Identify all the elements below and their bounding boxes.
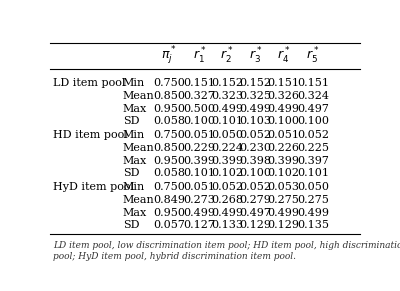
Text: 0.273: 0.273 [184, 195, 215, 205]
Text: 0.051: 0.051 [268, 130, 300, 140]
Text: 0.226: 0.226 [268, 143, 300, 153]
Text: 0.499: 0.499 [297, 207, 329, 218]
Text: 0.100: 0.100 [297, 116, 329, 126]
Text: 0.052: 0.052 [240, 182, 272, 192]
Text: $r_4^*$: $r_4^*$ [276, 46, 290, 66]
Text: 0.224: 0.224 [211, 143, 243, 153]
Text: 0.129: 0.129 [268, 220, 300, 230]
Text: 0.135: 0.135 [297, 220, 329, 230]
Text: 0.499: 0.499 [211, 207, 243, 218]
Text: $r_5^*$: $r_5^*$ [306, 46, 320, 66]
Text: Min: Min [123, 182, 145, 192]
Text: LD item pool, low discrimination item pool; HD item pool, high discrimination it: LD item pool, low discrimination item po… [53, 241, 400, 261]
Text: 0.750: 0.750 [154, 78, 185, 88]
Text: SD: SD [123, 116, 139, 126]
Text: Mean: Mean [123, 195, 154, 205]
Text: Max: Max [123, 207, 147, 218]
Text: 0.497: 0.497 [240, 207, 272, 218]
Text: 0.275: 0.275 [268, 195, 299, 205]
Text: 0.050: 0.050 [211, 130, 243, 140]
Text: Max: Max [123, 156, 147, 166]
Text: 0.323: 0.323 [211, 91, 243, 101]
Text: 0.102: 0.102 [268, 168, 300, 178]
Text: Mean: Mean [123, 91, 154, 101]
Text: Max: Max [123, 104, 147, 114]
Text: 0.051: 0.051 [184, 182, 216, 192]
Text: 0.950: 0.950 [153, 207, 185, 218]
Text: HyD item pool: HyD item pool [53, 182, 134, 192]
Text: HD item pool: HD item pool [53, 130, 128, 140]
Text: 0.950: 0.950 [153, 156, 185, 166]
Text: 0.497: 0.497 [297, 104, 329, 114]
Text: 0.750: 0.750 [154, 182, 185, 192]
Text: 0.100: 0.100 [268, 116, 300, 126]
Text: SD: SD [123, 168, 139, 178]
Text: 0.052: 0.052 [297, 130, 329, 140]
Text: 0.103: 0.103 [240, 116, 272, 126]
Text: 0.152: 0.152 [240, 78, 272, 88]
Text: 0.499: 0.499 [240, 104, 272, 114]
Text: 0.057: 0.057 [154, 220, 185, 230]
Text: 0.324: 0.324 [297, 91, 329, 101]
Text: 0.500: 0.500 [184, 104, 216, 114]
Text: $r_2^*$: $r_2^*$ [220, 46, 234, 66]
Text: LD item pool: LD item pool [53, 78, 126, 88]
Text: 0.229: 0.229 [184, 143, 216, 153]
Text: 0.397: 0.397 [297, 156, 329, 166]
Text: 0.052: 0.052 [240, 130, 272, 140]
Text: 0.326: 0.326 [268, 91, 300, 101]
Text: 0.268: 0.268 [211, 195, 243, 205]
Text: 0.127: 0.127 [184, 220, 215, 230]
Text: 0.325: 0.325 [240, 91, 272, 101]
Text: 0.398: 0.398 [240, 156, 272, 166]
Text: 0.050: 0.050 [297, 182, 329, 192]
Text: 0.499: 0.499 [268, 207, 300, 218]
Text: 0.133: 0.133 [211, 220, 243, 230]
Text: 0.101: 0.101 [184, 168, 216, 178]
Text: 0.100: 0.100 [240, 168, 272, 178]
Text: 0.051: 0.051 [184, 130, 216, 140]
Text: 0.399: 0.399 [184, 156, 216, 166]
Text: 0.058: 0.058 [153, 168, 185, 178]
Text: SD: SD [123, 220, 139, 230]
Text: 0.151: 0.151 [297, 78, 329, 88]
Text: 0.275: 0.275 [297, 195, 329, 205]
Text: 0.225: 0.225 [297, 143, 329, 153]
Text: $\pi_j^*$: $\pi_j^*$ [161, 45, 177, 67]
Text: Min: Min [123, 78, 145, 88]
Text: 0.151: 0.151 [268, 78, 300, 88]
Text: 0.499: 0.499 [184, 207, 216, 218]
Text: 0.850: 0.850 [153, 91, 185, 101]
Text: $r_1^*$: $r_1^*$ [192, 46, 206, 66]
Text: 0.399: 0.399 [211, 156, 243, 166]
Text: 0.053: 0.053 [268, 182, 300, 192]
Text: 0.499: 0.499 [268, 104, 300, 114]
Text: 0.279: 0.279 [240, 195, 272, 205]
Text: 0.052: 0.052 [211, 182, 243, 192]
Text: 0.129: 0.129 [240, 220, 272, 230]
Text: 0.100: 0.100 [184, 116, 216, 126]
Text: 0.058: 0.058 [153, 116, 185, 126]
Text: 0.102: 0.102 [211, 168, 243, 178]
Text: 0.950: 0.950 [153, 104, 185, 114]
Text: 0.850: 0.850 [153, 143, 185, 153]
Text: 0.151: 0.151 [184, 78, 216, 88]
Text: 0.152: 0.152 [211, 78, 243, 88]
Text: 0.101: 0.101 [297, 168, 329, 178]
Text: Min: Min [123, 130, 145, 140]
Text: 0.230: 0.230 [240, 143, 272, 153]
Text: 0.849: 0.849 [153, 195, 185, 205]
Text: 0.327: 0.327 [184, 91, 215, 101]
Text: Mean: Mean [123, 143, 154, 153]
Text: 0.499: 0.499 [211, 104, 243, 114]
Text: 0.750: 0.750 [154, 130, 185, 140]
Text: 0.101: 0.101 [211, 116, 243, 126]
Text: $r_3^*$: $r_3^*$ [249, 46, 262, 66]
Text: 0.399: 0.399 [268, 156, 300, 166]
